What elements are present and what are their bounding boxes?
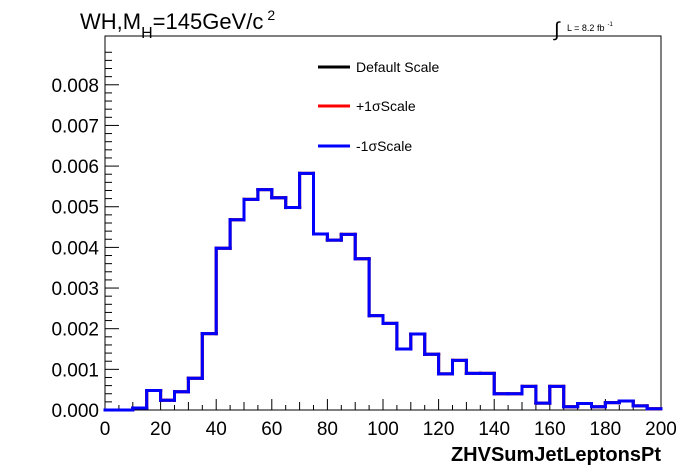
legend-label-minus: -1σScale <box>356 138 412 154</box>
x-tick-label: 40 <box>206 419 227 440</box>
x-tick-label: 160 <box>534 419 566 440</box>
y-tick-label: 0.005 <box>51 198 99 219</box>
chart-title: WH,MH=145GeV/c 2 <box>80 7 275 42</box>
x-tick-label: 200 <box>645 419 677 440</box>
x-tick-label: 60 <box>261 419 282 440</box>
x-tick-label: 120 <box>423 419 455 440</box>
series-2 <box>103 171 663 412</box>
y-tick-label: 0.003 <box>51 279 99 300</box>
legend: Default Scale +1σScale -1σScale <box>318 59 439 154</box>
x-tick-label: 20 <box>150 419 171 440</box>
legend-label-plus: +1σScale <box>356 98 416 114</box>
y-tick-label: 0.001 <box>51 360 99 381</box>
y-tick-label: 0.004 <box>51 238 99 259</box>
y-tick-label: 0.000 <box>51 401 99 422</box>
y-tick-label: 0.006 <box>51 157 99 178</box>
x-tick-label: 140 <box>478 419 510 440</box>
legend-label-default: Default Scale <box>356 59 439 75</box>
x-tick-label: 180 <box>590 419 622 440</box>
x-axis-label: ZHVSumJetLeptonsPt <box>451 444 661 466</box>
y-axis: 0.000 0.001 0.002 0.003 0.004 0.005 0.006 0.007… <box>51 35 119 422</box>
y-tick-label: 0.007 <box>51 116 99 137</box>
y-tick-label: 0.002 <box>51 320 99 341</box>
x-tick-label: 0 <box>100 419 111 440</box>
x-tick-label: 80 <box>317 419 338 440</box>
integral-sign: ∫ <box>553 19 561 41</box>
histogram-series <box>103 171 663 412</box>
lumi-label: L = 8.2 fb -1 <box>567 22 613 33</box>
x-tick-label: 100 <box>367 419 399 440</box>
y-tick-label: 0.008 <box>51 76 99 97</box>
